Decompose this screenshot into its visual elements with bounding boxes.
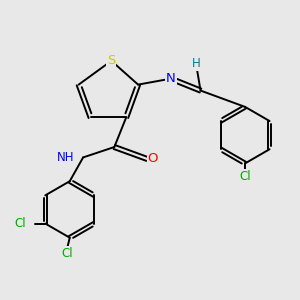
Text: O: O	[148, 152, 158, 165]
Text: S: S	[107, 54, 116, 67]
Text: Cl: Cl	[239, 170, 251, 183]
Text: H: H	[192, 57, 200, 70]
Text: N: N	[166, 72, 176, 85]
Text: Cl: Cl	[61, 247, 73, 260]
Text: Cl: Cl	[14, 217, 26, 230]
Text: NH: NH	[57, 151, 74, 164]
